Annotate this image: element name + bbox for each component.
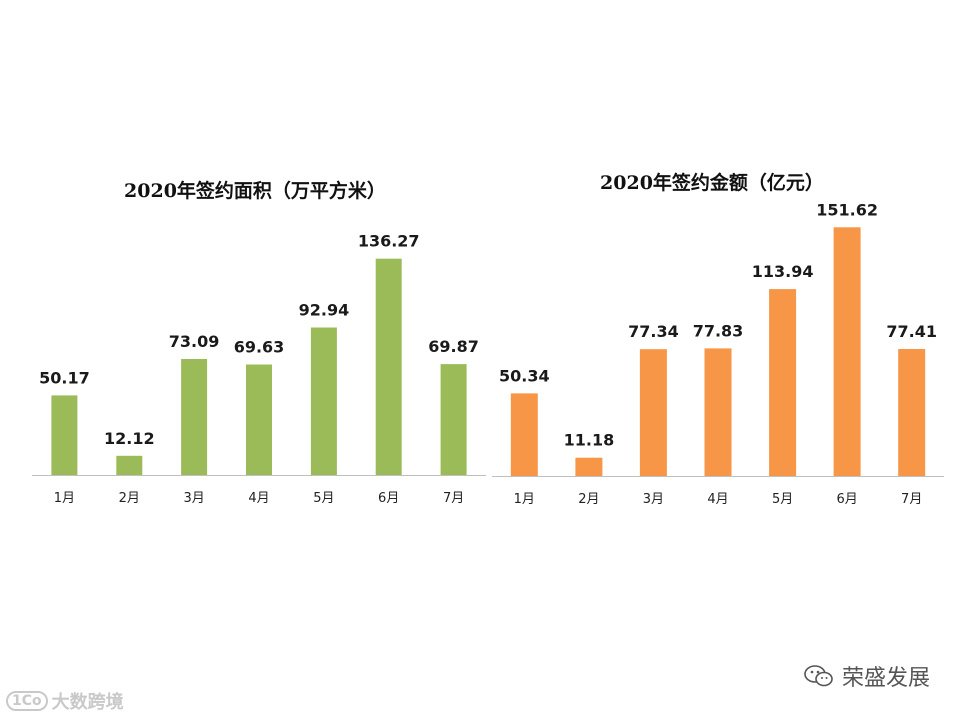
amount-value-label-5: 113.94	[752, 262, 814, 281]
amount-bar-6	[833, 227, 861, 476]
area-bar-2	[116, 455, 143, 475]
amount-chart-title: 2020年签约金额（亿元）	[600, 171, 824, 194]
area-value-label-5: 92.94	[299, 301, 350, 320]
amount-value-label-6: 151.62	[816, 200, 878, 219]
watermark-brand: 荣盛发展	[841, 666, 930, 691]
amount-value-label-4: 77.83	[693, 321, 744, 340]
area-tick-label-7: 7月	[443, 491, 464, 506]
amount-tick-label-2: 2月	[578, 492, 599, 507]
amount-tick-label-4: 4月	[707, 492, 728, 507]
area-tick-label-3: 3月	[183, 491, 204, 506]
area-chart-group: 2020年签约面积（万平方米） 50.17 1月 12.12 2月 73.09 3月 69.…	[32, 179, 486, 506]
amount-bar-2	[575, 457, 603, 476]
area-tick-label-4: 4月	[248, 491, 269, 506]
area-bar-7	[440, 364, 467, 475]
area-tick-label-6: 6月	[378, 491, 399, 506]
watermark-text: 大数跨境	[51, 692, 124, 713]
amount-chart-group: 2020年签约金额（亿元） 50.34 1月 11.18 2月 77.34 3月 77.83…	[492, 171, 944, 507]
amount-tick-label-1: 1月	[514, 492, 535, 507]
area-chart-title: 2020年签约面积（万平方米）	[124, 179, 386, 202]
wechat-icon	[804, 665, 833, 687]
area-value-label-3: 73.09	[169, 332, 220, 351]
area-bar-5	[310, 327, 337, 475]
amount-bar-5	[769, 289, 797, 476]
area-tick-label-5: 5月	[313, 491, 334, 506]
watermark-bottom-right: 荣盛发展	[804, 660, 930, 692]
area-value-label-7: 69.87	[428, 337, 479, 356]
watermark-logo: 1Co	[6, 691, 48, 711]
amount-tick-label-6: 6月	[836, 492, 857, 507]
amount-value-label-2: 11.18	[564, 431, 615, 450]
amount-bar-1	[510, 393, 538, 476]
area-bar-1	[51, 395, 78, 475]
amount-tick-label-7: 7月	[901, 492, 922, 507]
area-value-label-1: 50.17	[39, 368, 90, 387]
area-bar-4	[246, 364, 272, 475]
amount-value-label-7: 77.41	[886, 322, 937, 341]
area-value-label-6: 136.27	[358, 232, 420, 251]
amount-bar-4	[704, 348, 732, 476]
area-value-label-4: 69.63	[234, 338, 285, 357]
amount-bar-7	[898, 349, 926, 476]
amount-tick-label-3: 3月	[643, 492, 664, 507]
area-tick-label-1: 1月	[54, 491, 75, 506]
amount-tick-label-5: 5月	[772, 492, 793, 507]
area-value-label-2: 12.12	[104, 429, 155, 448]
amount-bar-3	[639, 349, 667, 476]
watermark-bottom-left: 1Co 大数跨境	[6, 688, 124, 714]
amount-value-label-3: 77.34	[628, 322, 679, 341]
area-bar-3	[181, 359, 208, 475]
area-bar-6	[375, 258, 402, 475]
amount-value-label-1: 50.34	[499, 366, 550, 385]
area-tick-label-2: 2月	[119, 491, 140, 506]
